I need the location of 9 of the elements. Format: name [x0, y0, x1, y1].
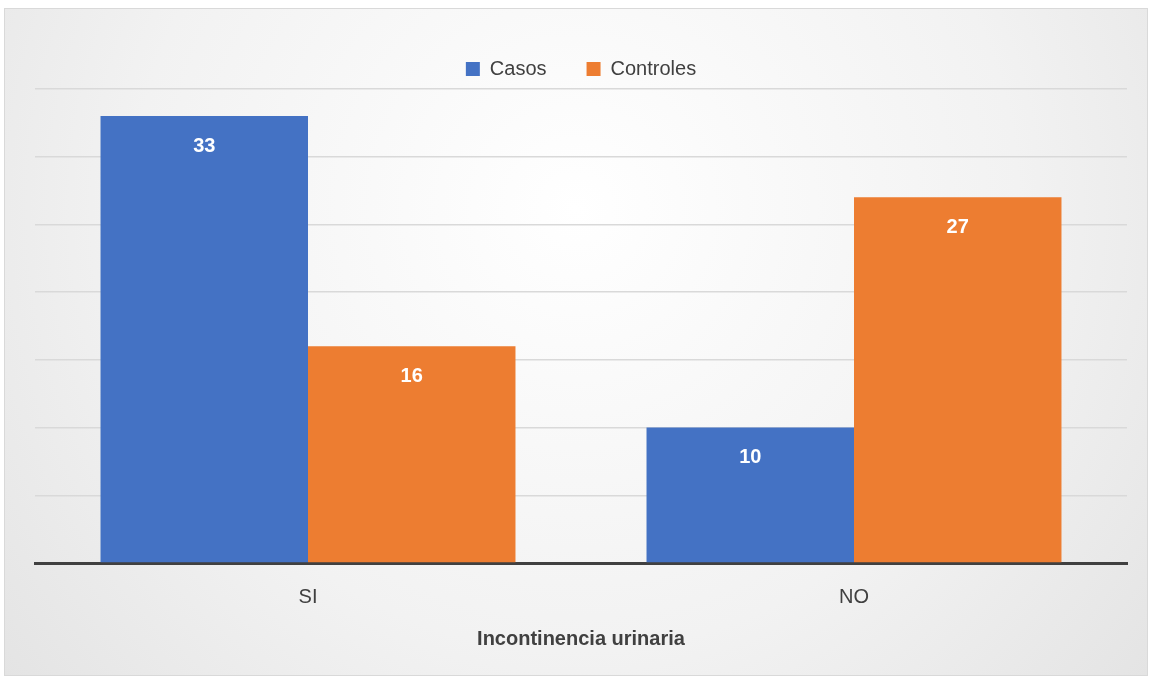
data-label: 33 — [193, 133, 216, 156]
data-label: 16 — [400, 363, 423, 386]
data-label: 10 — [739, 445, 762, 468]
x-tick-label: NO — [839, 584, 869, 607]
x-axis-title: Incontinencia urinaria — [477, 626, 686, 649]
legend-label: Casos — [489, 56, 547, 79]
legend-label: Controles — [610, 56, 697, 79]
x-tick-label: SI — [298, 584, 318, 607]
data-label: 27 — [946, 214, 969, 237]
